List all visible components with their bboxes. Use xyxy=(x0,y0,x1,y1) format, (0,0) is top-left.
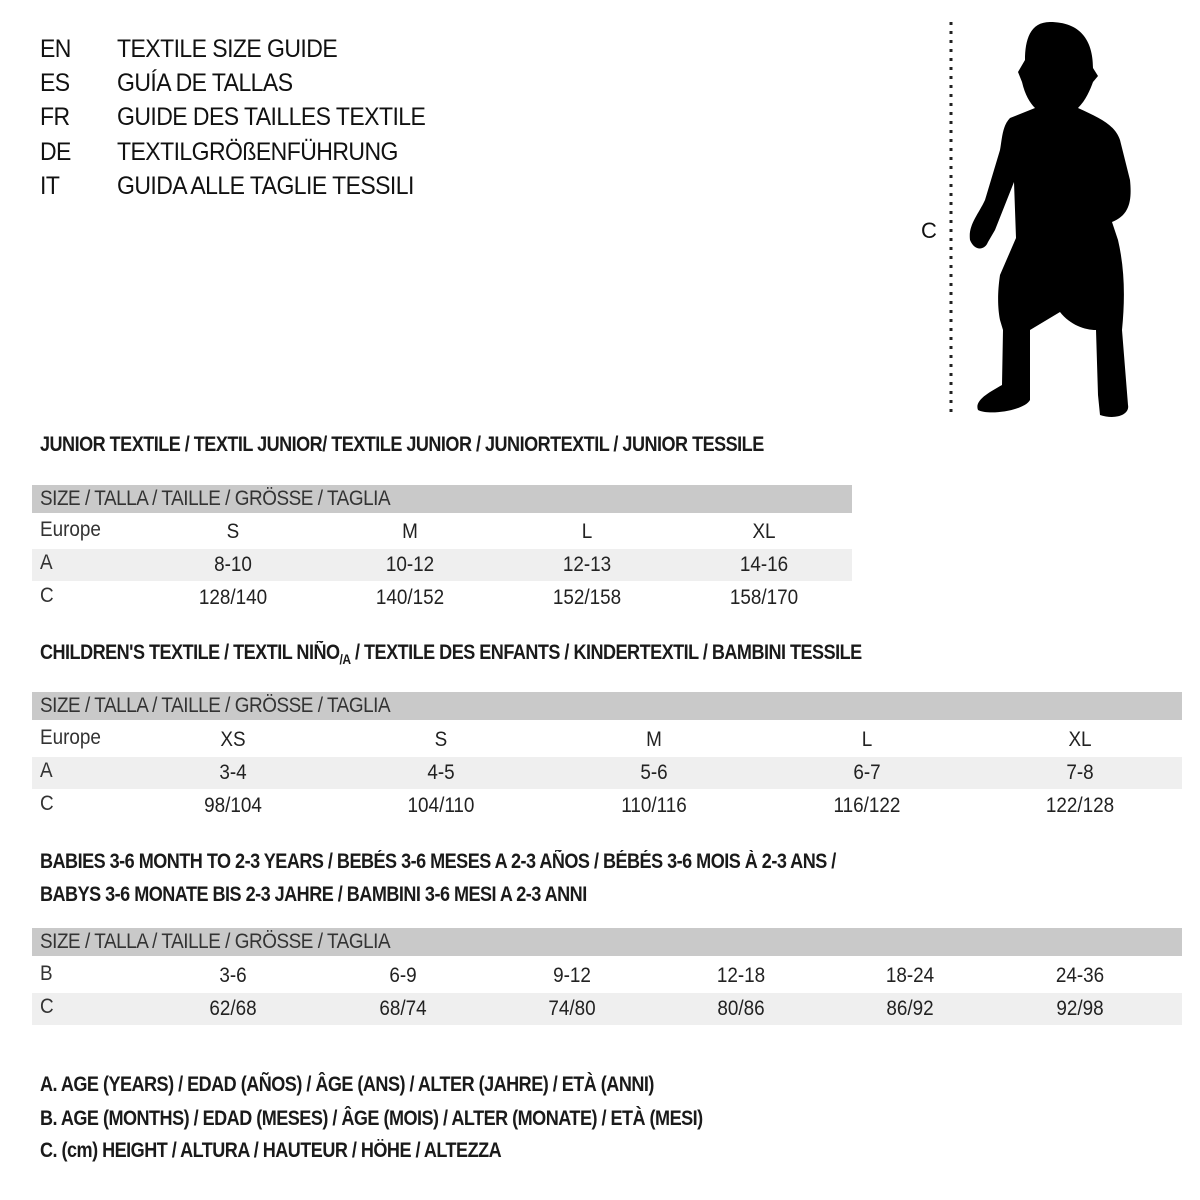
table-cell: 152/158 xyxy=(552,586,622,609)
children-size-header: SIZE / TALLA / TAILLE / GRÖSSE / TAGLIA xyxy=(32,692,1182,720)
lang-title: GUÍA DE TALLAS xyxy=(117,69,293,97)
row-label: B xyxy=(40,962,53,985)
table-cell: 8-10 xyxy=(214,553,252,576)
table-cell: 116/122 xyxy=(833,794,901,817)
lang-code: EN xyxy=(40,35,71,63)
child-silhouette-icon xyxy=(949,22,1131,417)
lang-title: TEXTILGRÖßENFÜHRUNG xyxy=(117,138,398,166)
size-header-label: SIZE / TALLA / TAILLE / GRÖSSE / TAGLIA xyxy=(40,487,391,510)
table-cell: 104/110 xyxy=(407,794,475,817)
junior-section-title: JUNIOR TEXTILE / TEXTIL JUNIOR/ TEXTILE … xyxy=(40,433,764,456)
legend-b: B. AGE (MONTHS) / EDAD (MESES) / ÂGE (MO… xyxy=(40,1107,703,1130)
lang-code: ES xyxy=(40,69,70,97)
table-cell: 98/104 xyxy=(204,794,262,817)
table-cell: S xyxy=(434,728,448,751)
height-label: C xyxy=(921,218,937,243)
table-cell: 14-16 xyxy=(739,553,789,576)
table-cell: XL xyxy=(752,520,776,543)
junior-size-header: SIZE / TALLA / TAILLE / GRÖSSE / TAGLIA xyxy=(32,485,852,513)
table-cell: 5-6 xyxy=(640,761,668,784)
child-silhouette xyxy=(969,22,1131,417)
table-cell: 9-12 xyxy=(553,964,591,987)
table-cell: 18-24 xyxy=(885,964,935,987)
children-title-rest: / TEXTILE DES ENFANTS / KINDERTEXTIL / B… xyxy=(350,641,862,664)
table-row: C 98/104 104/110 110/116 116/122 122/128 xyxy=(32,790,1182,822)
table-cell: 92/98 xyxy=(1056,997,1104,1020)
table-cell: 7-8 xyxy=(1066,761,1094,784)
table-cell: 3-4 xyxy=(219,761,247,784)
lang-code: FR xyxy=(40,103,70,131)
legend-a: A. AGE (YEARS) / EDAD (AÑOS) / ÂGE (ANS)… xyxy=(40,1073,654,1096)
table-cell: 12-18 xyxy=(716,964,766,987)
babies-section-title-line1: BABIES 3-6 MONTH TO 2-3 YEARS / BEBÉS 3-… xyxy=(40,850,836,873)
size-header-label: SIZE / TALLA / TAILLE / GRÖSSE / TAGLIA xyxy=(40,694,391,717)
table-cell: 158/170 xyxy=(729,586,799,609)
table-cell: 62/68 xyxy=(209,997,257,1020)
lang-code: DE xyxy=(40,138,71,166)
table-cell: M xyxy=(402,520,418,543)
lang-title: GUIDA ALLE TAGLIE TESSILI xyxy=(117,172,414,200)
table-row: B 3-6 6-9 9-12 12-18 18-24 24-36 xyxy=(32,960,1182,992)
table-cell: XL xyxy=(1068,728,1092,751)
row-label: Europe xyxy=(40,726,101,749)
table-row: Europe S M L XL xyxy=(32,516,852,548)
table-cell: 10-12 xyxy=(385,553,435,576)
children-title-main: CHILDREN'S TEXTILE / TEXTIL NIÑO xyxy=(40,641,340,664)
babies-section-title-line2: BABYS 3-6 MONATE BIS 2-3 JAHRE / BAMBINI… xyxy=(40,883,587,906)
lang-title: GUIDE DES TAILLES TEXTILE xyxy=(117,103,426,131)
table-cell: 80/86 xyxy=(717,997,765,1020)
table-cell: 3-6 xyxy=(219,964,247,987)
table-row: A 8-10 10-12 12-13 14-16 xyxy=(32,549,852,581)
lang-code: IT xyxy=(40,172,60,200)
table-cell: 122/128 xyxy=(1045,794,1115,817)
table-cell: 6-9 xyxy=(389,964,417,987)
babies-size-header: SIZE / TALLA / TAILLE / GRÖSSE / TAGLIA xyxy=(32,928,1182,956)
table-cell: 4-5 xyxy=(427,761,455,784)
table-cell: L xyxy=(861,728,873,751)
table-cell: 68/74 xyxy=(379,997,427,1020)
legend-c: C. (cm) HEIGHT / ALTURA / HAUTEUR / HÖHE… xyxy=(40,1139,502,1162)
table-cell: 6-7 xyxy=(853,761,881,784)
table-cell: M xyxy=(646,728,662,751)
table-cell: 24-36 xyxy=(1055,964,1105,987)
table-cell: XS xyxy=(220,728,246,751)
row-label: C xyxy=(40,584,54,607)
table-cell: 86/92 xyxy=(886,997,934,1020)
table-row: C 128/140 140/152 152/158 158/170 xyxy=(32,582,852,614)
children-title-sub: /A xyxy=(339,651,352,667)
table-row: C 62/68 68/74 74/80 80/86 86/92 92/98 xyxy=(32,993,1182,1025)
size-header-label: SIZE / TALLA / TAILLE / GRÖSSE / TAGLIA xyxy=(40,930,391,953)
table-row: A 3-4 4-5 5-6 6-7 7-8 xyxy=(32,757,1182,789)
table-cell: 110/116 xyxy=(621,794,687,817)
table-cell: S xyxy=(226,520,240,543)
children-section-title: CHILDREN'S TEXTILE / TEXTIL NIÑO/A / TEX… xyxy=(40,641,862,667)
table-cell: 74/80 xyxy=(548,997,596,1020)
table-cell: 12-13 xyxy=(562,553,612,576)
table-cell: L xyxy=(581,520,593,543)
table-row: Europe XS S M L XL xyxy=(32,724,1182,756)
row-label: C xyxy=(40,792,54,815)
table-cell: 128/140 xyxy=(198,586,268,609)
row-label: A xyxy=(40,759,53,782)
row-label: A xyxy=(40,551,53,574)
lang-title: TEXTILE SIZE GUIDE xyxy=(117,35,338,63)
row-label: C xyxy=(40,995,54,1018)
row-label: Europe xyxy=(40,518,101,541)
table-cell: 140/152 xyxy=(375,586,445,609)
